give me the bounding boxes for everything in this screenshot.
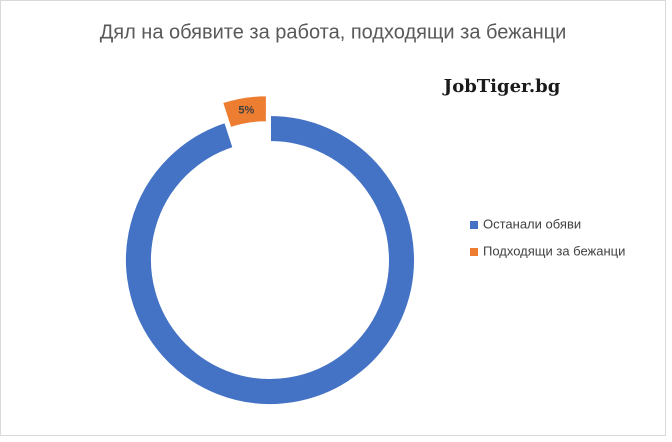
legend-label: Останали обяви xyxy=(483,216,581,231)
legend-label: Подходящи за бежанци xyxy=(483,243,625,258)
legend-swatch xyxy=(470,221,478,229)
donut-segment xyxy=(220,94,268,130)
chart-title: Дял на обявите за работа, подходящи за б… xyxy=(100,21,567,43)
watermark: JobTiger.bg xyxy=(442,76,561,97)
data-label: 5% xyxy=(238,104,254,116)
donut-segment xyxy=(124,113,416,406)
legend-swatch xyxy=(470,248,478,256)
